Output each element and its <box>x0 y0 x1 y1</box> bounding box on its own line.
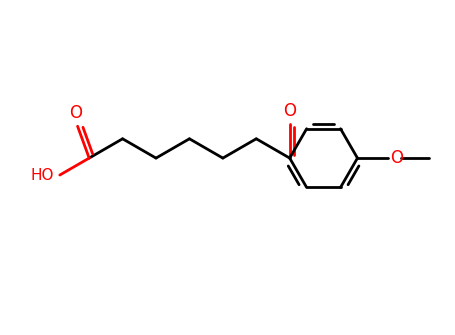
Text: O: O <box>69 105 81 123</box>
Text: O: O <box>389 149 403 167</box>
Text: O: O <box>283 103 296 121</box>
Text: HO: HO <box>30 168 54 183</box>
